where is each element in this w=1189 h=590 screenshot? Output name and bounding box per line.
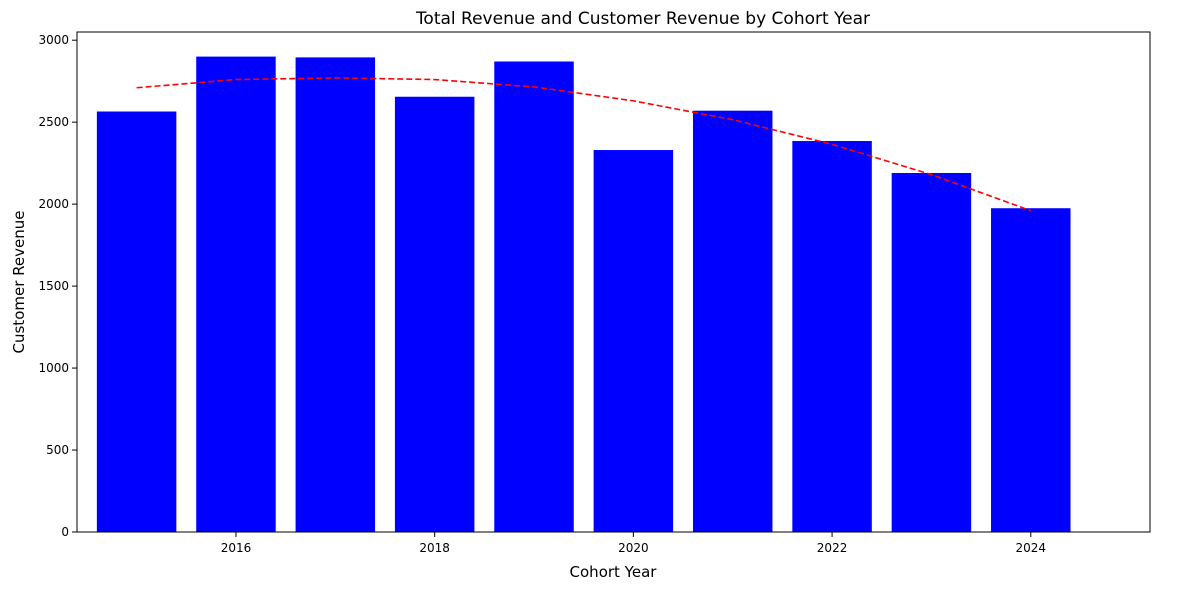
chart-title: Total Revenue and Customer Revenue by Co…	[415, 9, 870, 29]
y-tick-label-0: 0	[61, 525, 69, 539]
x-tick-label-2020: 2020	[618, 541, 649, 555]
bar-2017	[295, 57, 376, 532]
bar-2016	[196, 56, 276, 533]
trend-line	[136, 77, 1032, 212]
y-tick-label-2500: 2500	[38, 115, 69, 129]
x-tick-label-2018: 2018	[419, 541, 450, 555]
y-axis: 0 500 1000 1500 2000 2500 3000	[38, 33, 77, 539]
bar-2023	[891, 172, 972, 532]
bar-2021	[692, 110, 773, 532]
y-tick-label-1500: 1500	[38, 279, 69, 293]
x-tick-label-2016: 2016	[221, 541, 252, 555]
bar-2020	[593, 150, 674, 533]
bar-2018	[394, 96, 475, 533]
x-tick-label-2022: 2022	[817, 541, 848, 555]
y-tick-label-500: 500	[46, 443, 69, 457]
bars-layer	[96, 56, 1071, 533]
bar-2022	[792, 141, 872, 532]
bar-2024	[991, 208, 1071, 533]
plot-frame	[76, 31, 1151, 533]
y-axis-label: Customer Revenue	[10, 211, 28, 354]
bar-2019	[494, 61, 574, 532]
x-axis: 2016 2018 2020 2022 2024	[221, 532, 1046, 555]
y-tick-label-2000: 2000	[38, 197, 69, 211]
y-tick-label-1000: 1000	[38, 361, 69, 375]
trend-line-layer	[136, 77, 1032, 212]
y-tick-label-3000: 3000	[38, 33, 69, 47]
bar-2015	[96, 111, 177, 533]
x-axis-label: Cohort Year	[570, 563, 658, 581]
x-tick-label-2024: 2024	[1016, 541, 1047, 555]
